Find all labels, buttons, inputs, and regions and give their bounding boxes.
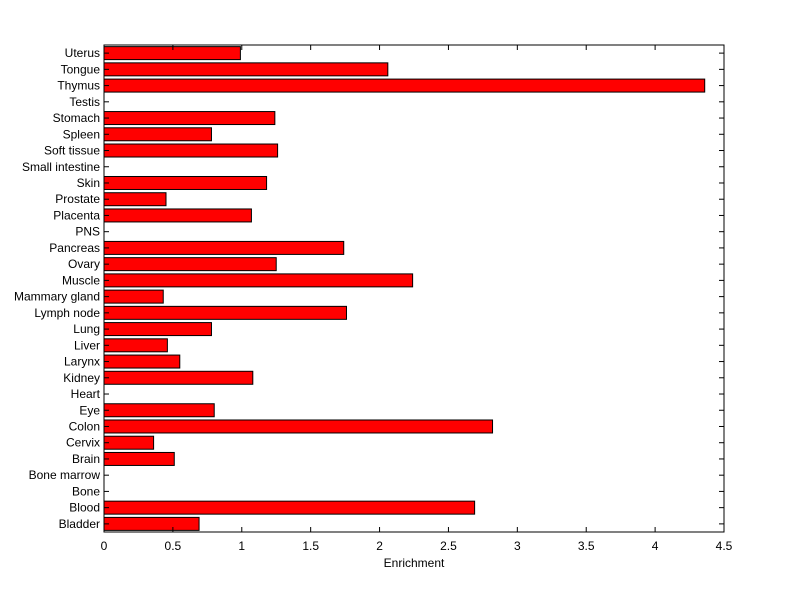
bar-stomach: [103, 111, 276, 126]
y-tick-label: Liver: [74, 338, 100, 352]
bar-prostate: [103, 192, 167, 207]
y-tick-label: Uterus: [65, 46, 100, 60]
y-tick-label: Bone: [72, 484, 100, 498]
y-tick-label: Skin: [77, 176, 100, 190]
y-tick-label: Brain: [72, 452, 100, 466]
y-tick-label: Muscle: [62, 273, 100, 287]
y-tick-label: Thymus: [57, 79, 100, 93]
bar-uterus: [103, 46, 241, 61]
y-tick-label: Bladder: [59, 517, 100, 531]
bar-tongue: [103, 62, 389, 77]
y-tick-label: Soft tissue: [44, 144, 100, 158]
x-tick-label: 0: [101, 539, 108, 553]
y-tick-label: Small intestine: [22, 160, 100, 174]
bars-group: [103, 46, 706, 531]
bar-muscle: [103, 273, 414, 288]
x-tick-label: 2: [376, 539, 383, 553]
y-tick-label: Lymph node: [34, 306, 100, 320]
bar-skin: [103, 175, 268, 190]
y-tick-label: Pancreas: [49, 241, 100, 255]
y-tick-label: Lung: [73, 322, 100, 336]
bar-cervix: [103, 435, 155, 450]
bar-lymph-node: [103, 305, 347, 320]
x-tick-label: 0.5: [165, 539, 182, 553]
y-tick-label: Heart: [71, 387, 101, 401]
bar-colon: [103, 419, 494, 434]
axes-box: [103, 44, 725, 533]
bar-placenta: [103, 208, 252, 223]
bar-larynx: [103, 354, 181, 369]
bar-pancreas: [103, 240, 345, 255]
x-tick-label: 1: [238, 539, 245, 553]
y-tick-label: Eye: [79, 403, 100, 417]
y-tick-label: Mammary gland: [14, 290, 100, 304]
bar-spleen: [103, 127, 212, 142]
y-tick-label: Larynx: [64, 355, 100, 369]
bar-lung: [103, 322, 212, 337]
bar-soft-tissue: [103, 143, 279, 158]
bar-bladder: [103, 516, 200, 531]
bar-ovary: [103, 257, 277, 272]
x-tick-label: 4: [652, 539, 659, 553]
y-tick-label: Bone marrow: [29, 468, 101, 482]
y-tick-label: Testis: [69, 95, 100, 109]
y-tick-label: Ovary: [68, 257, 100, 271]
x-tick-label: 1.5: [302, 539, 319, 553]
x-tick-label: 3.5: [578, 539, 595, 553]
y-tick-label: Spleen: [63, 127, 100, 141]
bar-eye: [103, 403, 215, 418]
x-tick-label: 3: [514, 539, 521, 553]
x-axis-label: Enrichment: [384, 556, 445, 570]
x-tick-label: 4.5: [716, 539, 733, 553]
y-tick-label: Cervix: [66, 436, 100, 450]
y-tick-label: Stomach: [53, 111, 100, 125]
bar-kidney: [103, 370, 254, 385]
y-tick-label: Blood: [69, 501, 100, 515]
y-tick-label: Colon: [69, 419, 100, 433]
y-tick-label: Placenta: [53, 208, 100, 222]
bar-mammary-gland: [103, 289, 164, 304]
y-tick-label: Tongue: [61, 62, 101, 76]
x-tick-label: 2.5: [440, 539, 457, 553]
y-tick-label: Kidney: [63, 371, 100, 385]
y-tick-label: PNS: [75, 225, 100, 239]
y-tick-label: Prostate: [55, 192, 100, 206]
labels-group: Bladder Blood Bone Bone marrow Brain Cervix Co…: [14, 46, 733, 553]
bar-liver: [103, 338, 168, 353]
bar-brain: [103, 451, 175, 466]
bar-blood: [103, 500, 476, 515]
bar-thymus: [103, 78, 706, 93]
